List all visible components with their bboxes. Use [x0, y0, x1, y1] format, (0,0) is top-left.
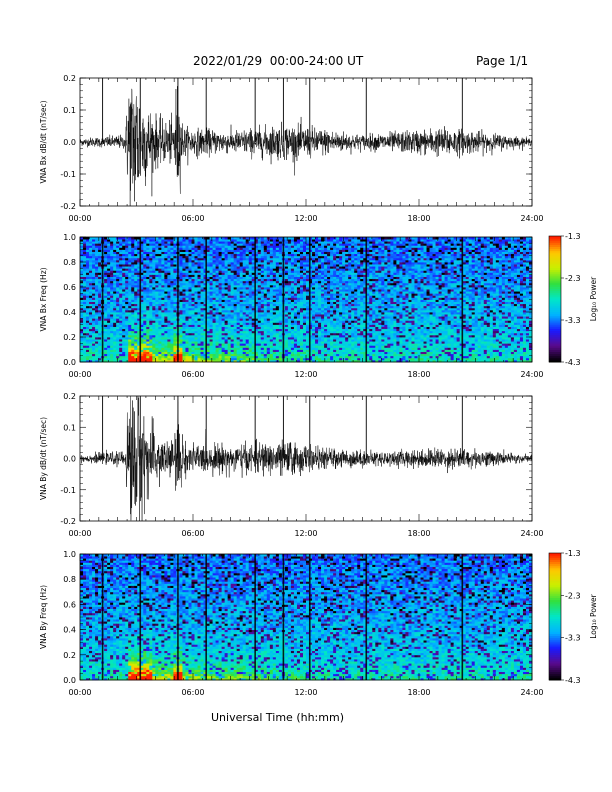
y-tick-label: -0.1: [60, 170, 76, 179]
y-axis-label: VNA Bx dB/dt (nT/sec): [39, 100, 48, 183]
x-tick-label: 24:00: [520, 214, 543, 223]
y-tick-label: 0.0: [63, 138, 76, 147]
y-tick-label: 0.1: [63, 106, 76, 115]
y-tick-label: -0.2: [60, 202, 76, 211]
x-tick-label: 00:00: [68, 214, 91, 223]
x-tick-label: 18:00: [407, 214, 430, 223]
spectrogram-1: [80, 237, 532, 362]
x-tick-label: 06:00: [181, 214, 204, 223]
x-tick-label: 12:00: [294, 214, 317, 223]
y-tick-label: 0.2: [63, 74, 76, 83]
